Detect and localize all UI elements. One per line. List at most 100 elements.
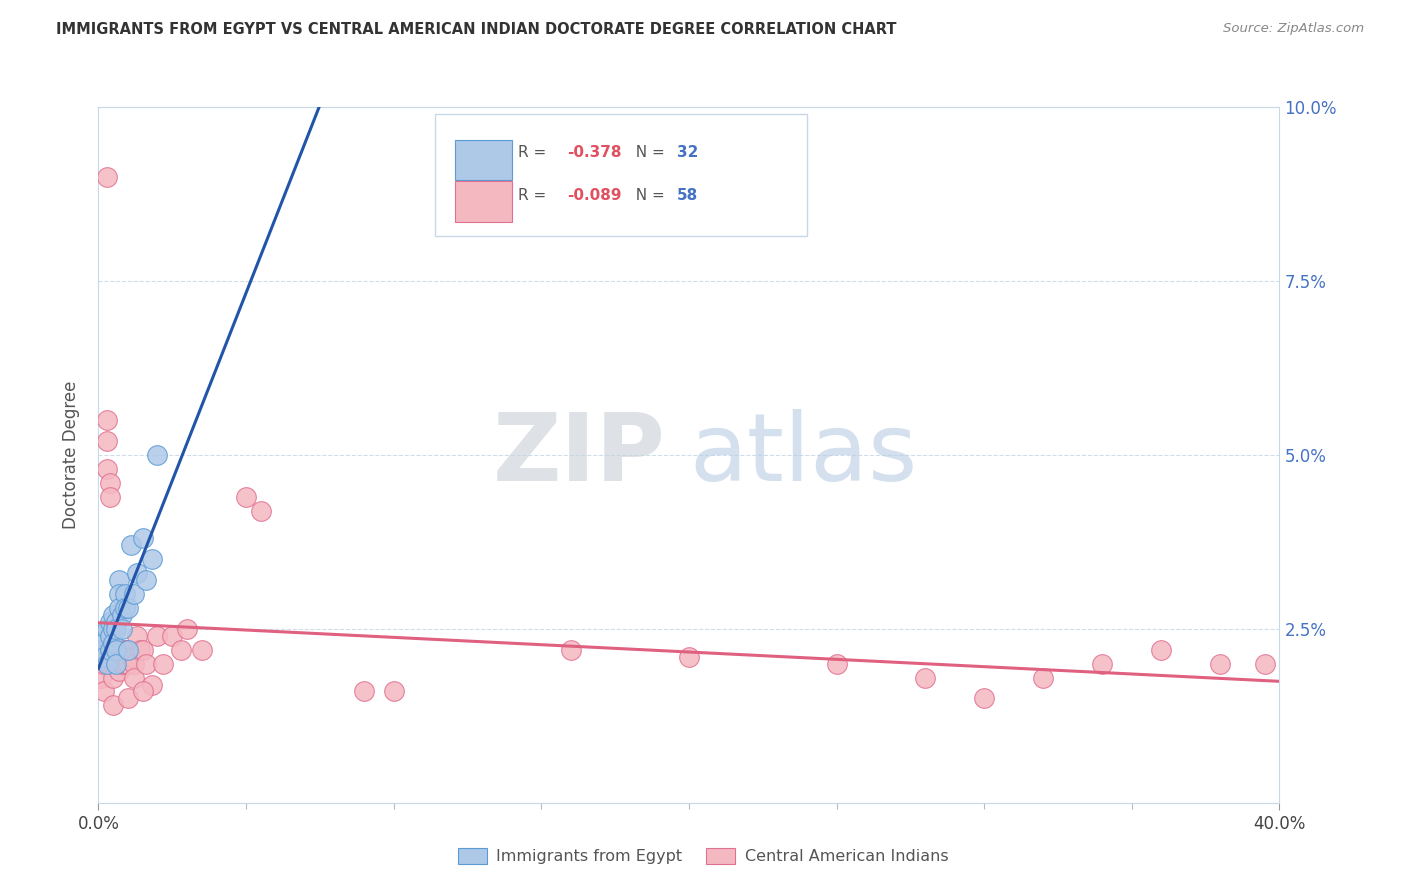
Point	[98, 490, 121, 504]
Point	[108, 664, 131, 678]
Point	[108, 601, 131, 615]
Point	[93, 642, 115, 657]
Point	[117, 642, 139, 657]
Point	[90, 671, 112, 685]
Point	[108, 642, 131, 657]
Point	[108, 649, 131, 664]
Point	[1091, 657, 1114, 671]
Point	[105, 615, 128, 629]
Point	[90, 657, 112, 671]
Point	[105, 622, 128, 636]
Text: -0.089: -0.089	[567, 188, 621, 202]
Point	[105, 642, 128, 657]
Point	[125, 566, 148, 581]
Point	[103, 642, 125, 657]
Point	[1032, 671, 1054, 685]
Point	[382, 684, 405, 698]
Point	[111, 607, 134, 622]
Point	[250, 503, 273, 517]
Point	[90, 642, 112, 657]
Point	[120, 538, 142, 552]
Point	[122, 671, 145, 685]
Point	[825, 657, 848, 671]
Y-axis label: Doctorate Degree: Doctorate Degree	[62, 381, 80, 529]
Point	[96, 434, 118, 448]
Point	[914, 671, 936, 685]
FancyBboxPatch shape	[456, 140, 512, 180]
Point	[1209, 657, 1232, 671]
Point	[98, 657, 121, 671]
Point	[96, 169, 118, 184]
Point	[117, 691, 139, 706]
Point	[135, 573, 157, 587]
Point	[96, 657, 118, 671]
Point	[105, 657, 128, 671]
Point	[103, 671, 125, 685]
Point	[353, 684, 375, 698]
Point	[560, 642, 582, 657]
Point	[973, 691, 995, 706]
Point	[162, 629, 183, 643]
Legend: Immigrants from Egypt, Central American Indians: Immigrants from Egypt, Central American …	[451, 841, 955, 871]
Point	[98, 642, 121, 657]
Point	[93, 657, 115, 671]
Point	[98, 615, 121, 629]
Point	[191, 642, 214, 657]
Point	[103, 622, 125, 636]
Point	[105, 642, 128, 657]
Point	[98, 629, 121, 643]
Point	[117, 601, 139, 615]
Point	[1254, 657, 1277, 671]
Text: 32: 32	[678, 145, 699, 160]
Text: atlas: atlas	[689, 409, 917, 501]
Point	[122, 587, 145, 601]
Point	[93, 636, 115, 650]
Point	[96, 622, 118, 636]
Point	[90, 629, 112, 643]
Point	[111, 642, 134, 657]
Text: ZIP: ZIP	[492, 409, 665, 501]
Point	[120, 649, 142, 664]
Point	[152, 657, 174, 671]
Point	[114, 642, 136, 657]
Point	[122, 657, 145, 671]
Point	[103, 657, 125, 671]
Text: IMMIGRANTS FROM EGYPT VS CENTRAL AMERICAN INDIAN DOCTORATE DEGREE CORRELATION CH: IMMIGRANTS FROM EGYPT VS CENTRAL AMERICA…	[56, 22, 897, 37]
Point	[96, 413, 118, 427]
Point	[108, 587, 131, 601]
Text: R =: R =	[517, 145, 551, 160]
Text: R =: R =	[517, 188, 551, 202]
Point	[235, 490, 257, 504]
Point	[93, 684, 115, 698]
Point	[98, 475, 121, 490]
Point	[108, 573, 131, 587]
Point	[141, 677, 163, 691]
FancyBboxPatch shape	[434, 114, 807, 235]
Point	[146, 629, 169, 643]
Point	[132, 532, 155, 546]
Text: 58: 58	[678, 188, 699, 202]
Point	[117, 642, 139, 657]
Point	[128, 642, 150, 657]
Point	[1150, 642, 1173, 657]
Point	[103, 636, 125, 650]
Point	[114, 587, 136, 601]
Point	[103, 607, 125, 622]
Text: N =: N =	[626, 188, 671, 202]
Point	[111, 657, 134, 671]
Point	[132, 642, 155, 657]
Point	[114, 601, 136, 615]
Point	[117, 657, 139, 671]
Point	[170, 642, 193, 657]
Text: N =: N =	[626, 145, 671, 160]
Point	[90, 642, 112, 657]
Point	[111, 622, 134, 636]
Point	[96, 462, 118, 476]
Point	[125, 629, 148, 643]
Point	[141, 552, 163, 566]
Point	[93, 649, 115, 664]
Point	[146, 448, 169, 462]
Point	[678, 649, 700, 664]
Point	[103, 698, 125, 713]
Point	[114, 657, 136, 671]
